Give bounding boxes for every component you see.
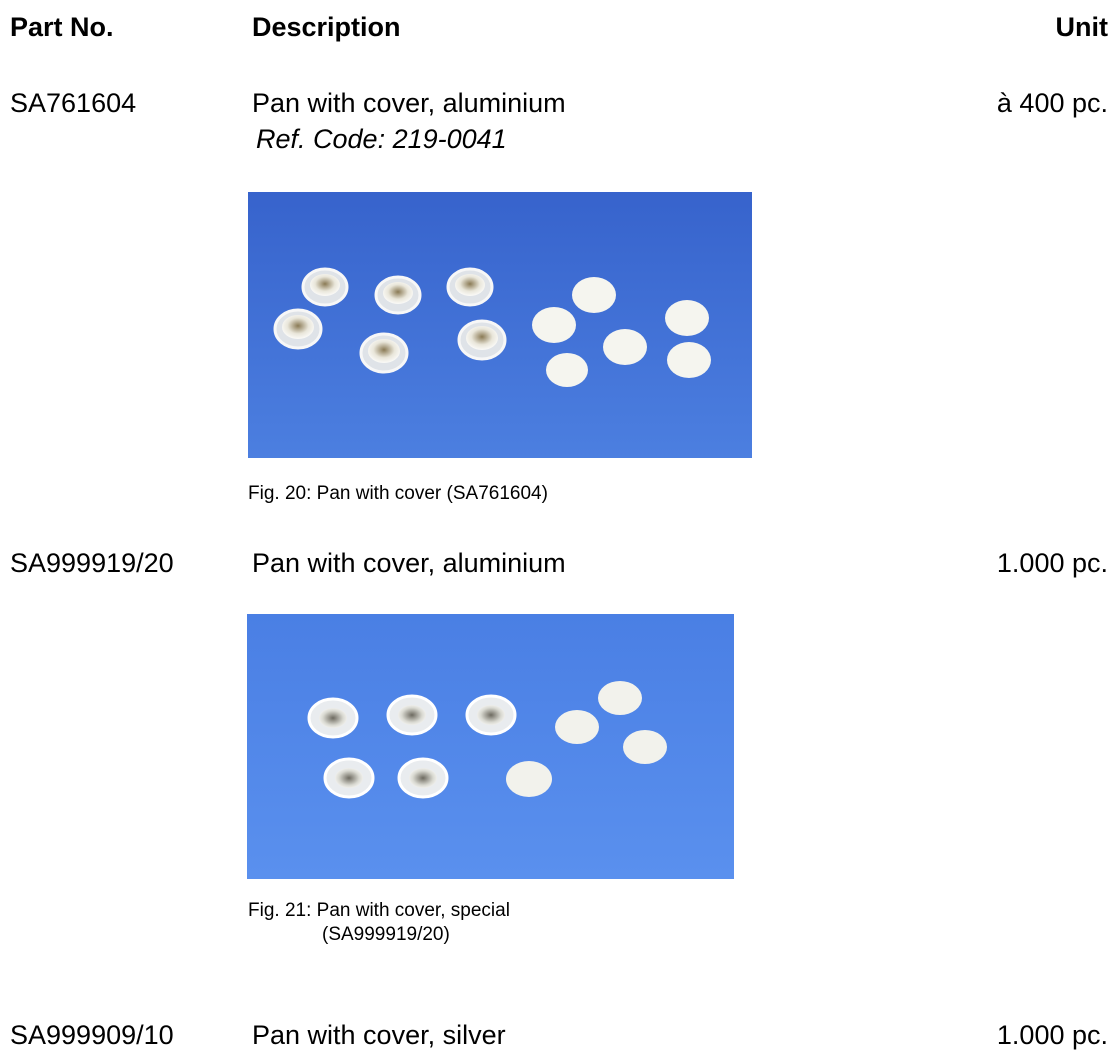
item-2-photo	[247, 614, 734, 879]
item-1-photo	[248, 192, 752, 458]
special-cover-group	[506, 681, 667, 797]
item-1-description: Pan with cover, aluminium	[252, 88, 566, 118]
item-2-photo-graphic	[247, 614, 734, 879]
header-description: Description	[252, 12, 401, 42]
item-3-part-no: SA999909/10	[10, 1020, 174, 1050]
item-2-figure-caption-line-1: Fig. 21: Pan with cover, special	[248, 900, 510, 921]
header-part-no: Part No.	[10, 12, 114, 42]
item-1-figure-caption: Fig. 20: Pan with cover (SA761604)	[248, 483, 548, 504]
item-1-photo-graphic	[248, 192, 752, 458]
item-3-description: Pan with cover, silver	[252, 1020, 506, 1050]
item-2-unit: 1.000 pc.	[996, 548, 1108, 578]
item-2-part-no: SA999919/20	[10, 548, 174, 578]
special-pan-group	[307, 694, 517, 799]
cover-group	[532, 277, 711, 387]
item-1-ref-code: Ref. Code: 219-0041	[256, 124, 507, 154]
item-2-figure-caption-line-2: (SA999919/20)	[322, 924, 450, 945]
pan-group	[273, 267, 507, 374]
item-3-unit: 1.000 pc.	[996, 1020, 1108, 1050]
item-1-part-no: SA761604	[10, 88, 137, 118]
item-1-unit: à 400 pc.	[996, 88, 1108, 118]
item-2-description: Pan with cover, aluminium	[252, 548, 566, 578]
header-unit: Unit	[1055, 12, 1108, 42]
